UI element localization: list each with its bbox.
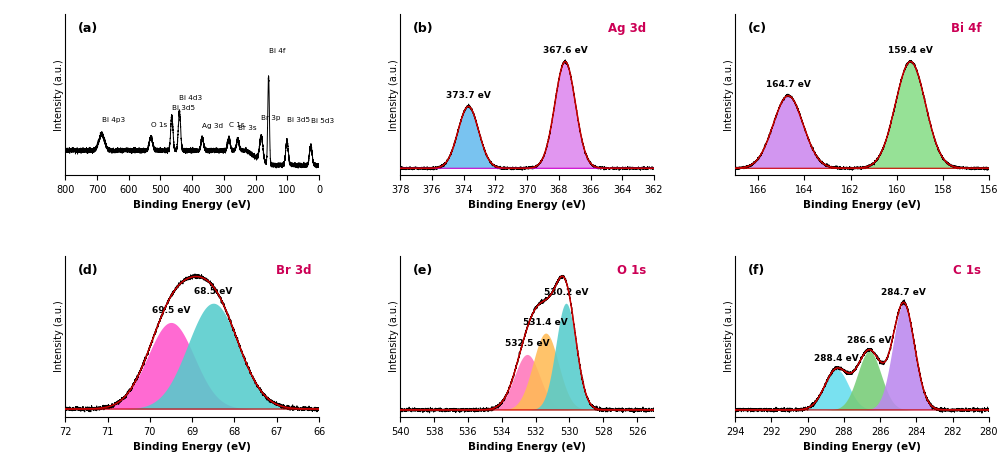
Text: (a): (a)	[78, 22, 98, 35]
Text: 531.4 eV: 531.4 eV	[523, 318, 568, 327]
Text: 532.5 eV: 532.5 eV	[505, 339, 549, 348]
Y-axis label: Intensity (a.u.): Intensity (a.u.)	[723, 59, 733, 130]
Y-axis label: Intensity (a.u.): Intensity (a.u.)	[723, 300, 733, 372]
Text: O 1s: O 1s	[617, 264, 646, 277]
Text: Ag 3d: Ag 3d	[608, 22, 646, 35]
Text: Bi 4f: Bi 4f	[950, 22, 980, 35]
X-axis label: Binding Energy (eV): Binding Energy (eV)	[467, 442, 586, 452]
Text: (e): (e)	[412, 264, 432, 277]
Text: Ag 3d: Ag 3d	[202, 123, 224, 130]
Text: Br 3p: Br 3p	[261, 115, 281, 121]
Y-axis label: Intensity (a.u.): Intensity (a.u.)	[388, 59, 398, 130]
Text: C 1s: C 1s	[229, 122, 245, 128]
Text: 159.4 eV: 159.4 eV	[888, 46, 932, 55]
Text: 373.7 eV: 373.7 eV	[445, 91, 490, 100]
Text: C 1s: C 1s	[953, 264, 980, 277]
Text: 367.6 eV: 367.6 eV	[543, 46, 587, 55]
Text: (c): (c)	[747, 22, 766, 35]
Text: Bi 5d3: Bi 5d3	[311, 118, 334, 124]
Text: 164.7 eV: 164.7 eV	[765, 81, 809, 89]
Text: Br 3d: Br 3d	[276, 264, 311, 277]
Text: (b): (b)	[412, 22, 433, 35]
Text: 288.4 eV: 288.4 eV	[813, 354, 859, 363]
Y-axis label: Intensity (a.u.): Intensity (a.u.)	[388, 300, 398, 372]
X-axis label: Binding Energy (eV): Binding Energy (eV)	[133, 442, 251, 452]
Text: (f): (f)	[747, 264, 764, 277]
Text: Br 3s: Br 3s	[238, 125, 256, 130]
Text: Bi 4f: Bi 4f	[269, 48, 285, 54]
X-axis label: Binding Energy (eV): Binding Energy (eV)	[802, 442, 920, 452]
Text: Bi 3d5: Bi 3d5	[287, 117, 310, 123]
Text: Bi 3d5: Bi 3d5	[172, 105, 195, 111]
X-axis label: Binding Energy (eV): Binding Energy (eV)	[133, 201, 251, 211]
Text: Bi 4d3: Bi 4d3	[180, 95, 203, 101]
Text: 68.5 eV: 68.5 eV	[194, 287, 233, 296]
Text: Bi 4p3: Bi 4p3	[101, 117, 124, 123]
Text: 284.7 eV: 284.7 eV	[881, 288, 925, 297]
Y-axis label: Intensity (a.u.): Intensity (a.u.)	[54, 59, 64, 130]
Text: 530.2 eV: 530.2 eV	[544, 288, 588, 297]
Text: O 1s: O 1s	[150, 122, 166, 128]
X-axis label: Binding Energy (eV): Binding Energy (eV)	[467, 201, 586, 211]
Text: (d): (d)	[78, 264, 98, 277]
Text: 286.6 eV: 286.6 eV	[847, 336, 891, 345]
Text: 69.5 eV: 69.5 eV	[151, 306, 190, 315]
X-axis label: Binding Energy (eV): Binding Energy (eV)	[802, 201, 920, 211]
Y-axis label: Intensity (a.u.): Intensity (a.u.)	[54, 300, 64, 372]
